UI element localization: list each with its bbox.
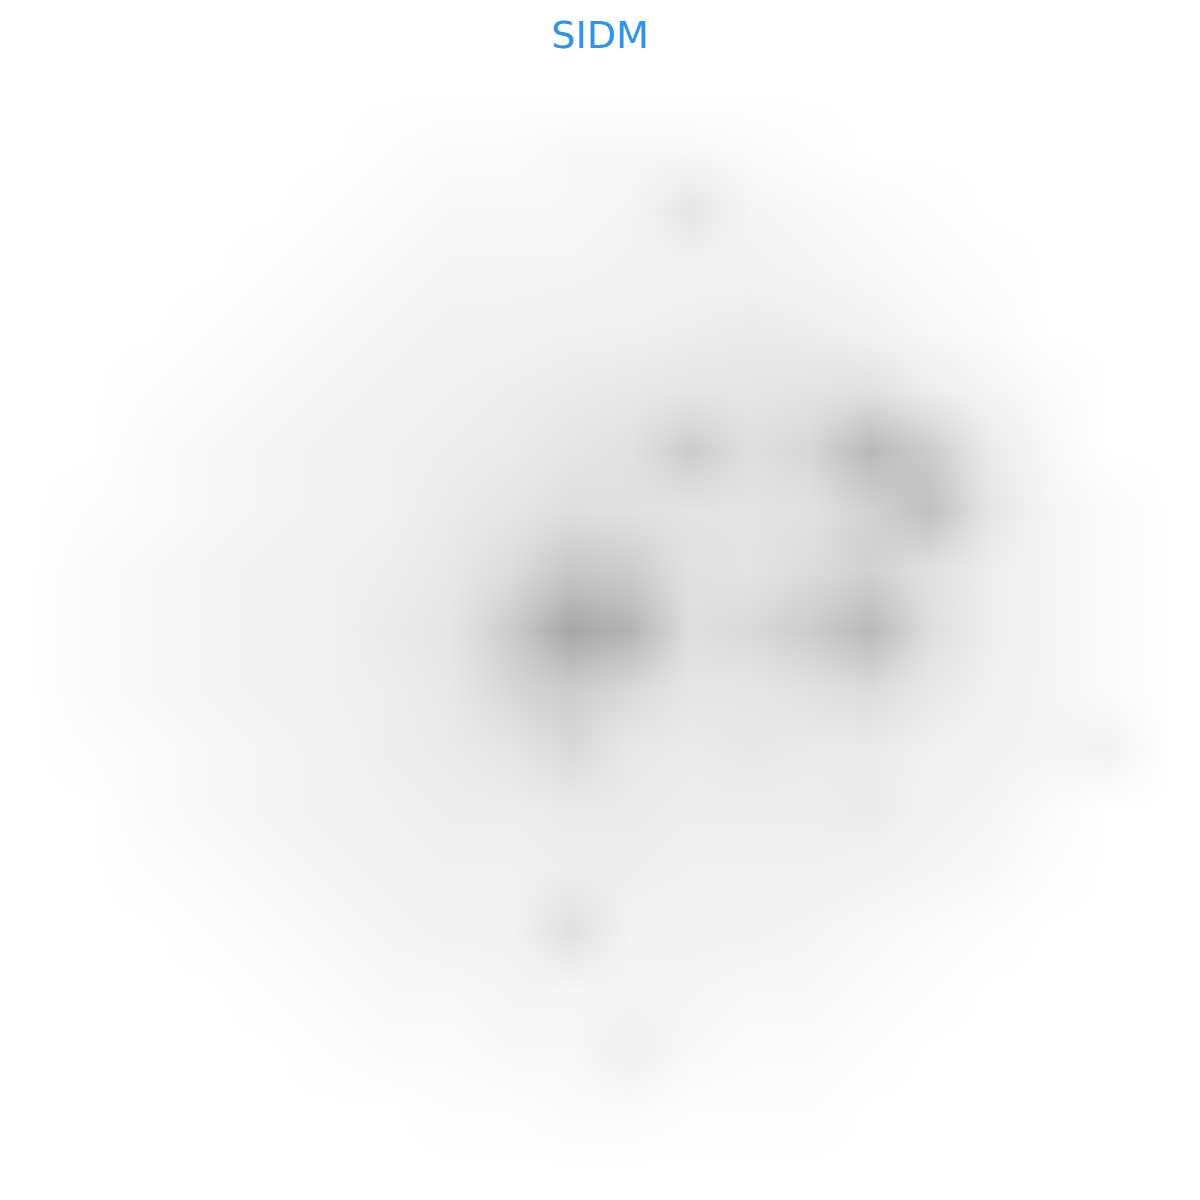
svg-text:SIDM: SIDM	[551, 13, 648, 57]
